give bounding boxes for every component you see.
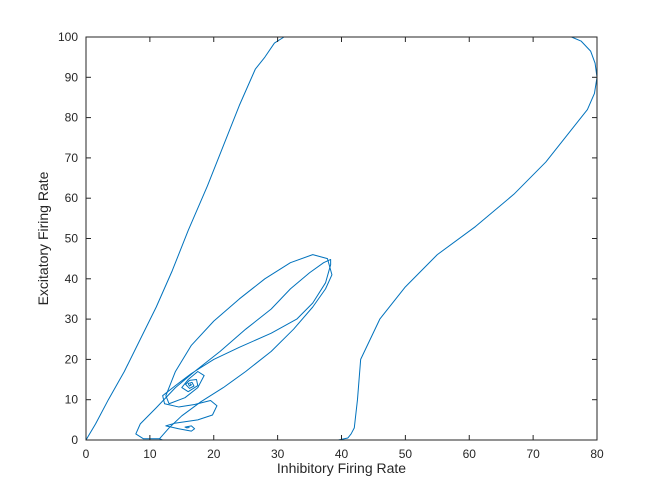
tick-layer: 0 10 20 30 40 50 60 70 80 0 10 20 30 40 50 60 70 80 90 100 [58,30,604,461]
x-tick-label: 70 [526,447,540,461]
x-tick-label: 10 [143,447,157,461]
y-tick-label: 80 [65,111,79,125]
y-tick-label: 40 [65,272,79,286]
y-tick-label: 10 [65,393,79,407]
y-tick-label: 0 [71,433,78,447]
trajectory-line-2 [159,254,333,440]
x-tick-label: 80 [590,447,604,461]
x-tick-label: 0 [83,447,90,461]
series-layer [85,36,598,441]
x-tick-label: 60 [463,447,477,461]
x-axis-label: Inhibitory Firing Rate [277,460,406,476]
y-tick-label: 90 [65,70,79,84]
y-tick-label: 30 [65,312,79,326]
y-tick-label: 60 [65,191,79,205]
y-tick-label: 50 [65,232,79,246]
x-tick-label: 20 [207,447,221,461]
y-tick-label: 100 [58,30,78,44]
x-tick-label: 50 [399,447,413,461]
y-axis-label: Excitatory Firing Rate [35,171,51,305]
x-tick-label: 40 [335,447,349,461]
y-tick-label: 20 [65,352,79,366]
plot-background [86,37,597,440]
y-tick-label: 70 [65,151,79,165]
x-tick-label: 30 [271,447,285,461]
trajectory-line-1 [85,36,598,441]
